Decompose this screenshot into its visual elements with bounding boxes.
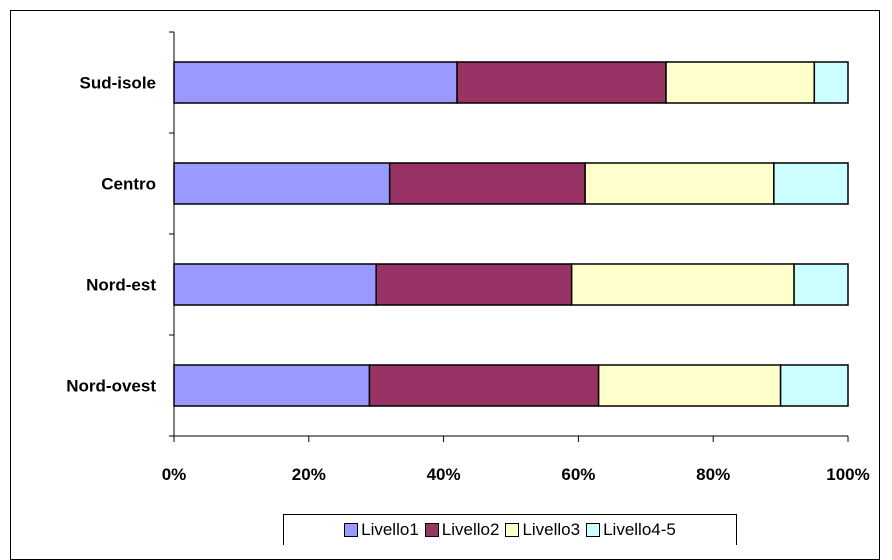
x-tick-label: 60% (561, 465, 595, 484)
legend-item-livello4-5: Livello4-5 (586, 520, 676, 540)
legend-swatch-livello3 (505, 523, 520, 537)
bar-nord-est-livello3 (570, 263, 795, 306)
x-tick-label: 0% (162, 465, 187, 484)
bar-centro-livello1 (173, 162, 391, 205)
bar-nord-ovest-livello4-5 (779, 364, 849, 407)
y-tick-label-sud-isole: Sud-isole (79, 74, 156, 93)
bar-nord-ovest-livello2 (368, 364, 600, 407)
legend-label-livello4-5: Livello4-5 (603, 520, 676, 539)
bar-centro-livello4-5 (773, 162, 849, 205)
legend-swatch-livello1 (344, 523, 359, 537)
bar-nord-est-livello4-5 (793, 263, 849, 306)
x-tick-label: 80% (696, 465, 730, 484)
x-tick-label: 40% (427, 465, 461, 484)
legend-label-livello3: Livello3 (522, 520, 581, 539)
legend-item-livello1: Livello1 (344, 520, 419, 540)
y-tick-label-centro: Centro (101, 175, 156, 194)
bar-sud-isole-livello1 (173, 61, 458, 104)
legend-item-livello2: Livello2 (424, 520, 500, 540)
x-tick-label: 100% (826, 465, 869, 484)
bar-centro-livello3 (584, 162, 775, 205)
bar-sud-isole-livello3 (665, 61, 816, 104)
legend: Livello1 Livello2 Livello3 Livello4-5 (283, 514, 737, 545)
bar-nord-ovest-livello1 (173, 364, 371, 407)
y-tick-label-nord-est: Nord-est (86, 276, 156, 295)
legend-item-livello3: Livello3 (505, 520, 580, 540)
legend-swatch-livello4-5 (586, 523, 601, 537)
stacked-bar-chart: Sud-isole Centro Nord-est Nord-ovest 0% 20% 40… (66, 31, 870, 484)
bar-nord-est-livello2 (375, 263, 573, 306)
legend-label-livello2: Livello2 (441, 520, 500, 539)
bar-nord-ovest-livello3 (597, 364, 782, 407)
bar-centro-livello2 (388, 162, 586, 205)
y-tick-label-nord-ovest: Nord-ovest (66, 377, 156, 396)
bar-nord-est-livello1 (173, 263, 377, 306)
x-tick-label: 20% (292, 465, 326, 484)
bar-sud-isole-livello2 (456, 61, 667, 104)
legend-label-livello1: Livello1 (361, 520, 419, 539)
legend-swatch-livello2 (424, 523, 439, 537)
bar-sud-isole-livello4-5 (813, 61, 849, 104)
